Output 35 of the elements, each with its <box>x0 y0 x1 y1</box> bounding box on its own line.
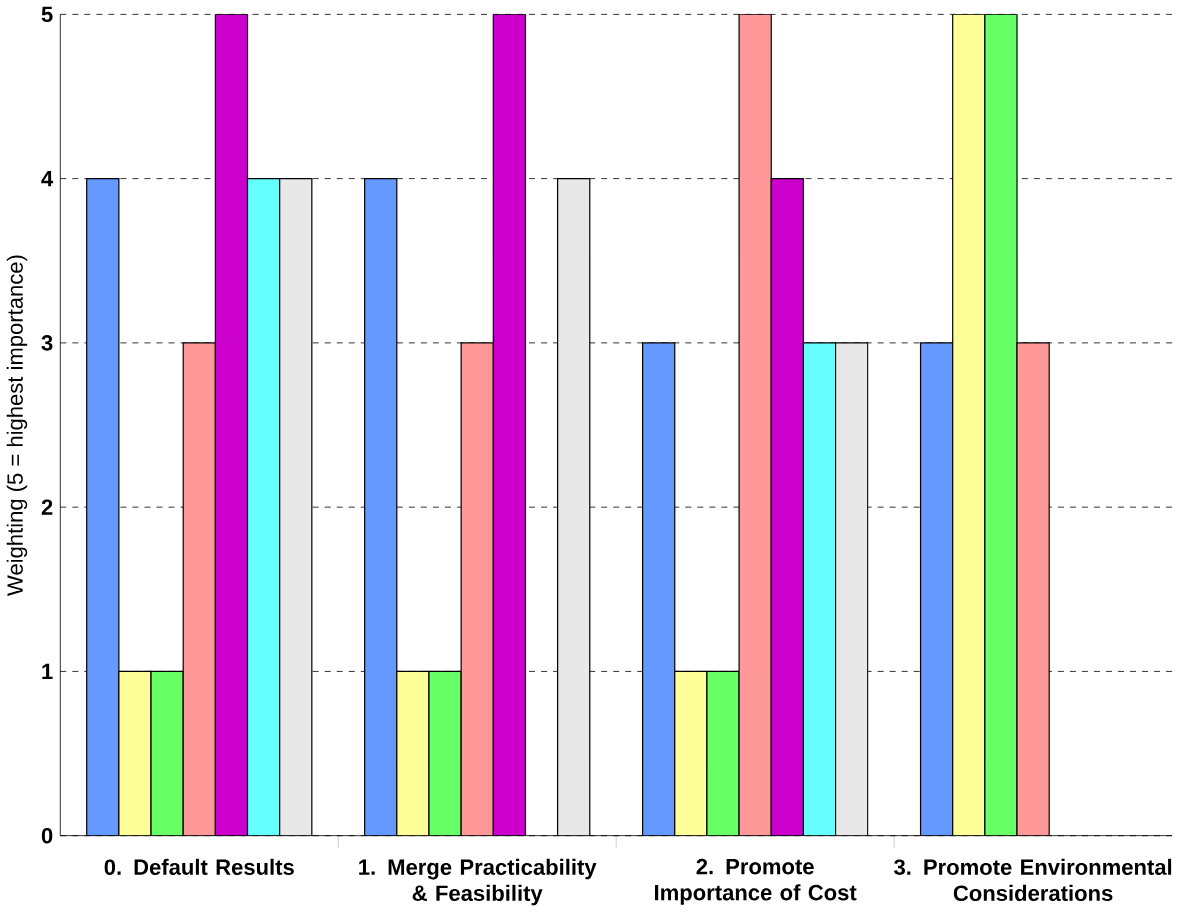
bar <box>86 178 119 836</box>
bar <box>642 342 675 836</box>
bar <box>428 671 462 836</box>
x-tick-label: 2. Promote Importance of Cost <box>655 858 857 905</box>
bar <box>183 342 216 836</box>
y-tick-label: 1 <box>42 663 53 679</box>
y-tick-label: 4 <box>41 171 54 187</box>
y-tick-label: 5 <box>41 6 53 23</box>
y-tick-label: 3 <box>41 335 53 351</box>
bar <box>834 342 869 836</box>
y-axis-title: Weighting (5 = highest importance) <box>6 255 28 596</box>
bar <box>364 178 397 836</box>
bar <box>557 178 590 836</box>
bar <box>151 671 184 836</box>
bar <box>215 14 248 836</box>
bar <box>461 342 494 836</box>
bar <box>952 14 986 836</box>
y-tick-label: 0 <box>41 827 53 844</box>
bar <box>493 14 526 836</box>
bar <box>396 671 429 836</box>
bar <box>279 178 312 836</box>
x-tick-label: 0. Default Results <box>104 858 294 875</box>
bar <box>770 178 805 836</box>
bar <box>674 671 707 836</box>
x-tick-label: 1. Merge Practicability & Feasibility <box>359 858 597 906</box>
bar <box>984 14 1018 836</box>
bar <box>706 671 740 836</box>
bar <box>247 178 280 836</box>
bar <box>919 342 954 836</box>
bar <box>739 14 772 836</box>
y-tick-label: 2 <box>41 499 53 515</box>
bar <box>118 671 152 836</box>
bar <box>1016 342 1050 836</box>
x-tick-label: 3. Promote Environmental Considerations <box>894 858 1172 901</box>
bar <box>802 342 837 836</box>
